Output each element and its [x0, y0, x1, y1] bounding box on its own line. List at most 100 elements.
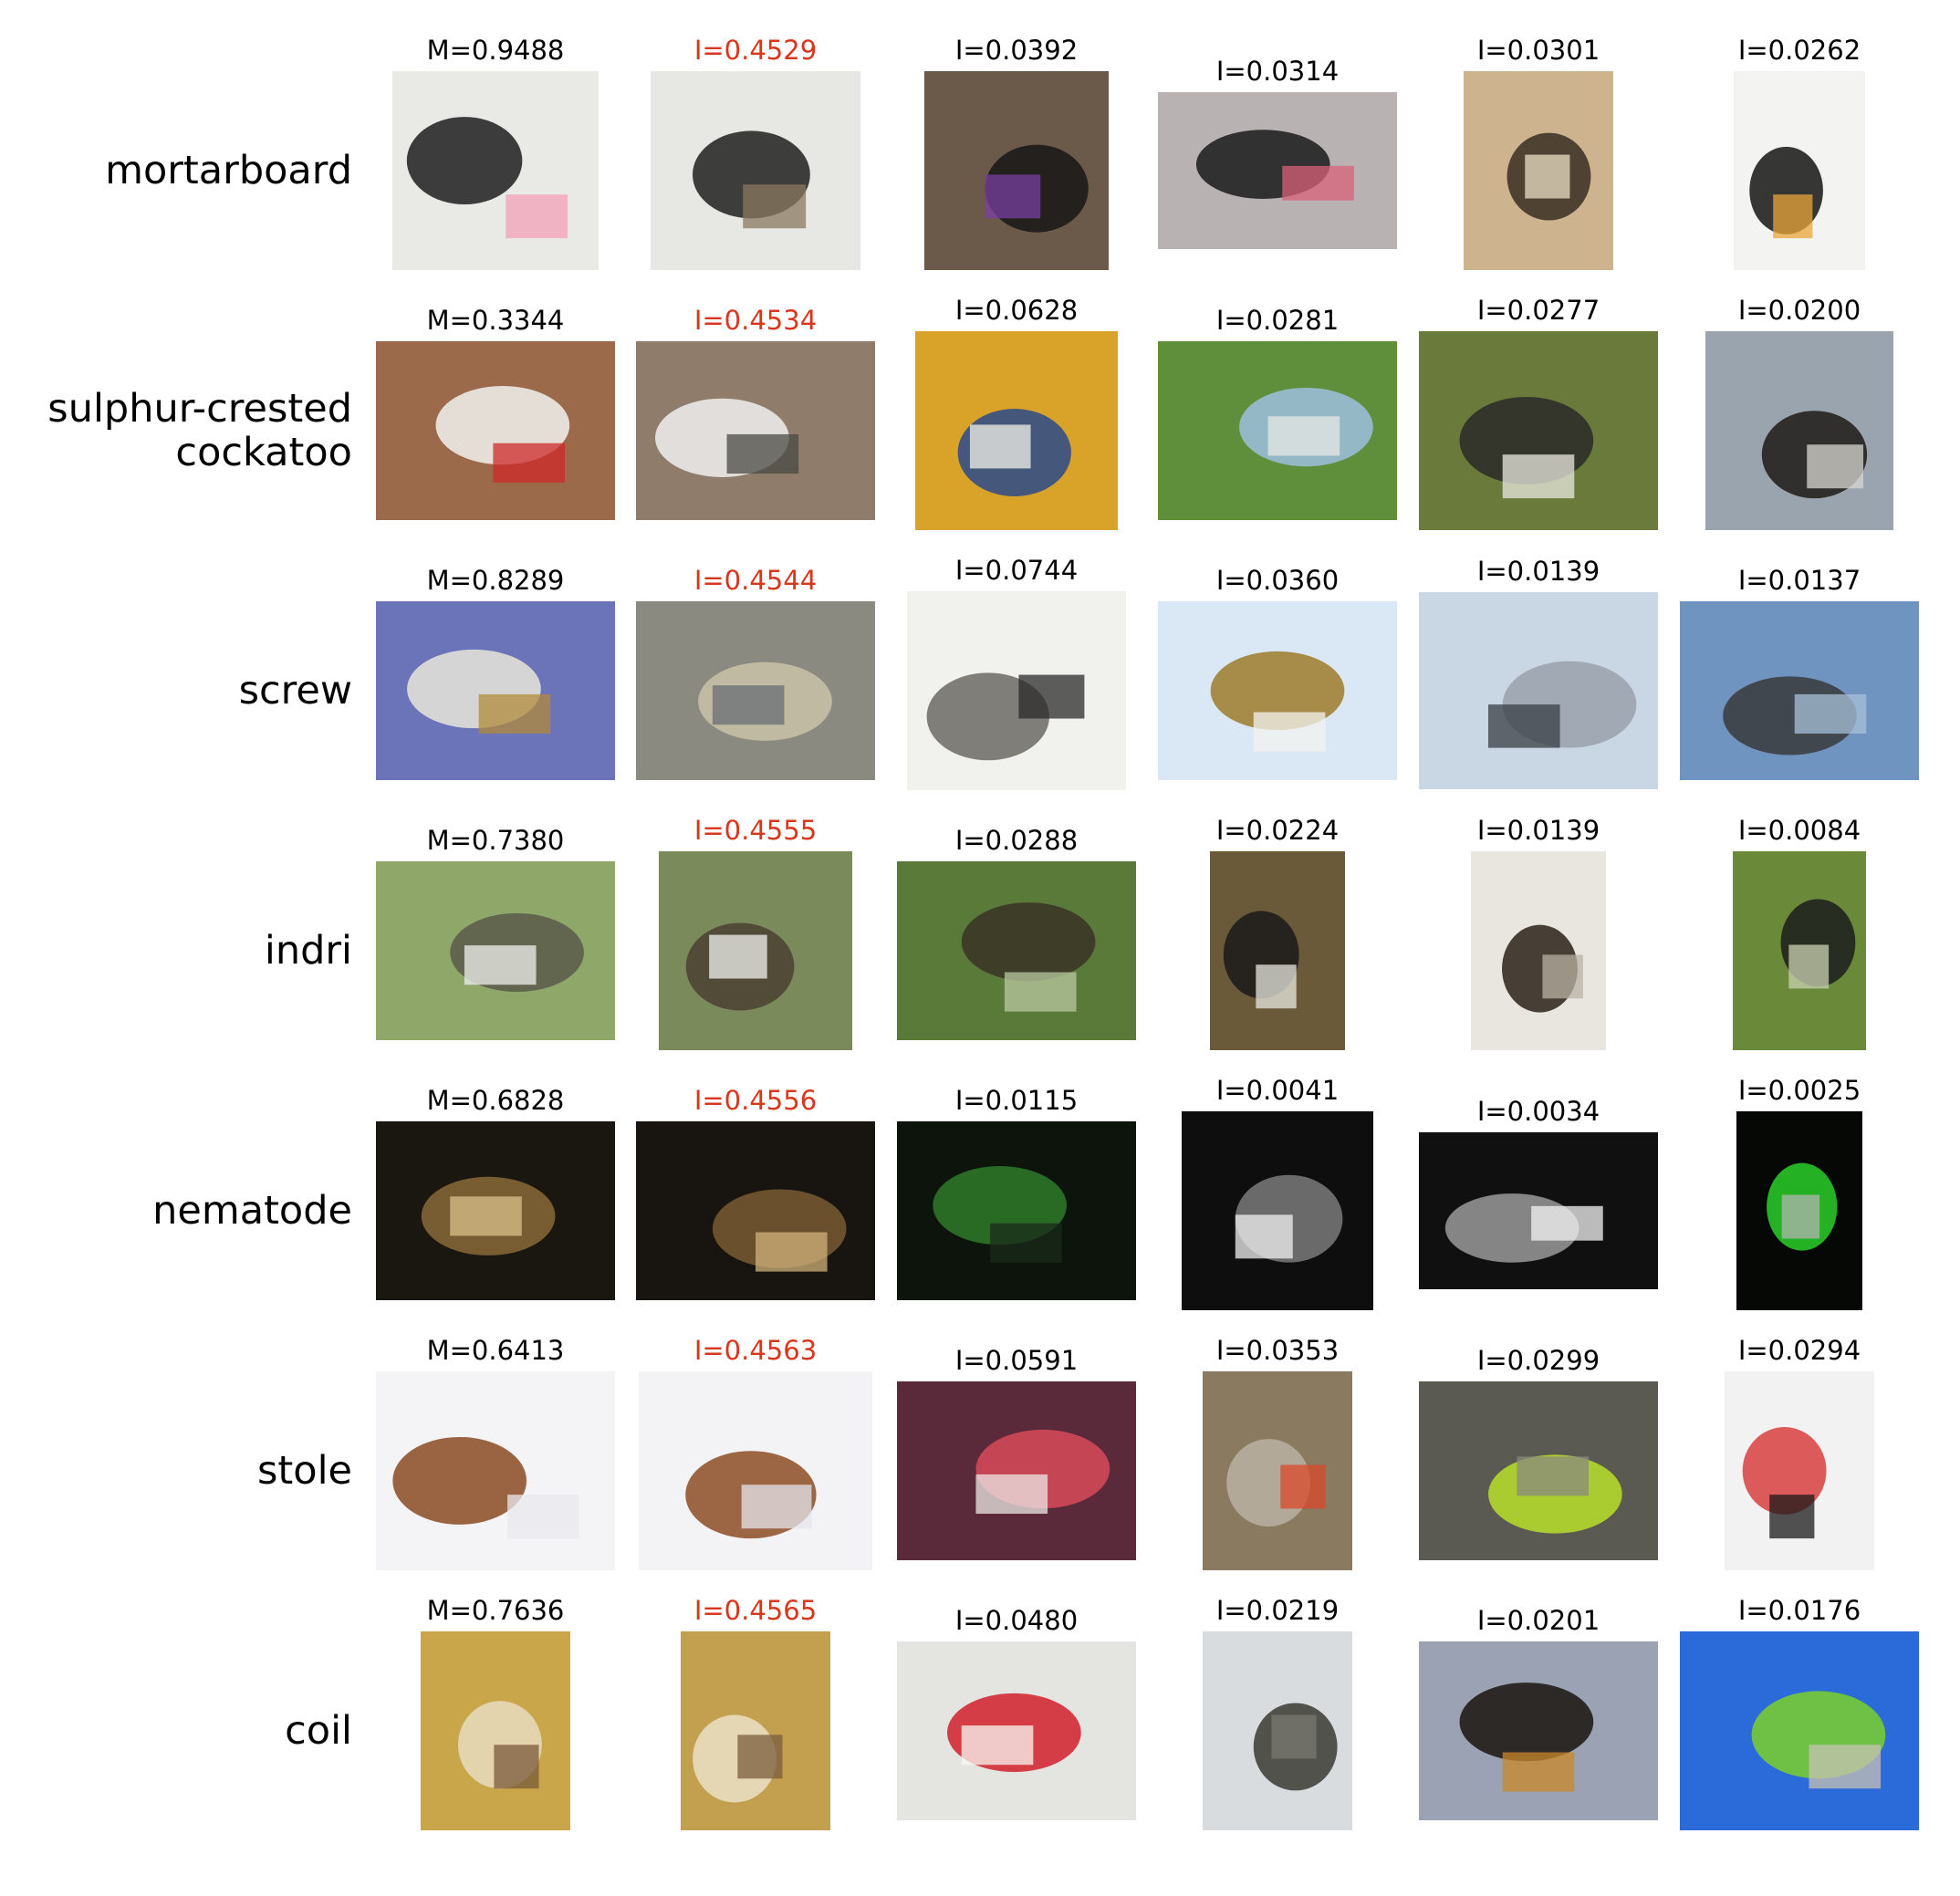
thumbnail-image [659, 851, 852, 1050]
score-label: I=0.0288 [954, 825, 1079, 856]
grid-cell: I=0.0041 [1150, 1062, 1405, 1322]
thumbnail-image [376, 1371, 615, 1570]
thumbnail-image [1419, 1641, 1658, 1820]
score-label: I=0.0139 [1476, 556, 1600, 587]
thumbnail-image [1734, 71, 1865, 270]
thumbnail-image [376, 601, 615, 780]
score-label: I=0.0139 [1476, 815, 1600, 846]
thumbnail-image [1733, 851, 1866, 1050]
thumbnail-image [897, 861, 1136, 1040]
thumbnail-image [1736, 1111, 1862, 1310]
grid-cell: I=0.0281 [1150, 282, 1405, 542]
grid-cell: I=0.0314 [1150, 22, 1405, 282]
grid-cell: I=0.0224 [1150, 802, 1405, 1062]
grid-cell: I=0.0115 [889, 1062, 1144, 1322]
score-label: I=0.0176 [1737, 1595, 1861, 1626]
thumbnail-image [376, 341, 615, 520]
thumbnail-image [1210, 851, 1345, 1050]
grid-cell: I=0.0139 [1411, 802, 1666, 1062]
score-label: I=0.0219 [1215, 1595, 1340, 1626]
grid-row: screw M=0.8289 I=0.4544 I=0.0744 I=0.0360 I=0… [0, 542, 1960, 802]
grid-cell: M=0.6413 [368, 1322, 623, 1582]
grid-row: sulphur-crested cockatoo M=0.3344 I=0.4534… [0, 282, 1960, 542]
grid-cell: M=0.9488 [368, 22, 623, 282]
grid-cell: I=0.0744 [889, 542, 1144, 802]
row-label: stole [257, 1448, 352, 1494]
grid-cell: I=0.4544 [628, 542, 883, 802]
score-label: M=0.9488 [426, 35, 565, 66]
grid-cell: I=0.4555 [628, 802, 883, 1062]
grid-row: mortarboard M=0.9488 I=0.4529 I=0.0392 I=0.0… [0, 22, 1960, 282]
grid-row: coil M=0.7636 I=0.4565 I=0.0480 I=0.0219 I=0.… [0, 1582, 1960, 1842]
thumbnail-image [636, 341, 875, 520]
thumbnail-image [1464, 71, 1613, 270]
score-label: I=0.4529 [693, 35, 818, 66]
thumbnail-image [1680, 1631, 1919, 1830]
thumbnail-image [651, 71, 860, 270]
grid-row: indri M=0.7380 I=0.4555 I=0.0288 I=0.0224 I=0… [0, 802, 1960, 1062]
thumbnail-image [1419, 1132, 1658, 1289]
grid-cell: I=0.0301 [1411, 22, 1666, 282]
grid-cell: I=0.0480 [889, 1582, 1144, 1842]
thumbnail-image [1182, 1111, 1373, 1310]
score-label: M=0.7636 [426, 1595, 565, 1626]
row-label: sulphur-crested cockatoo [47, 386, 352, 475]
grid-cell: I=0.0201 [1411, 1582, 1666, 1842]
score-label: I=0.0744 [954, 555, 1079, 586]
thumbnail-image [1203, 1631, 1352, 1830]
grid-cell: I=0.0392 [889, 22, 1144, 282]
thumbnail-image [1419, 331, 1658, 530]
grid-cell: I=0.0591 [889, 1322, 1144, 1582]
score-label: I=0.4555 [693, 815, 818, 846]
thumbnail-image [1471, 851, 1606, 1050]
score-label: I=0.0360 [1215, 565, 1340, 596]
grid-cell: M=0.3344 [368, 282, 623, 542]
score-label: I=0.0294 [1737, 1335, 1861, 1366]
thumbnail-image [636, 1121, 875, 1300]
row-label: screw [238, 668, 352, 714]
score-label: I=0.0041 [1215, 1075, 1340, 1106]
thumbnail-image [897, 1381, 1136, 1560]
score-label: M=0.8289 [426, 565, 565, 596]
thumbnail-image [1158, 601, 1397, 780]
grid-cell: I=0.4563 [628, 1322, 883, 1582]
score-label: I=0.0314 [1215, 56, 1340, 87]
score-label: I=0.0200 [1737, 295, 1861, 326]
grid-cell: I=0.0025 [1672, 1062, 1927, 1322]
thumbnail-image [681, 1631, 830, 1830]
grid-row: stole M=0.6413 I=0.4563 I=0.0591 I=0.0353 I=0… [0, 1322, 1960, 1582]
score-label: M=0.6828 [426, 1085, 565, 1116]
grid-cell: I=0.0353 [1150, 1322, 1405, 1582]
grid-cell: I=0.0200 [1672, 282, 1927, 542]
score-label: I=0.0591 [954, 1345, 1079, 1376]
score-label: M=0.7380 [426, 825, 565, 856]
score-label: I=0.0224 [1215, 815, 1340, 846]
score-label: I=0.0201 [1476, 1605, 1600, 1636]
score-label: M=0.6413 [426, 1335, 565, 1366]
thumbnail-image [897, 1121, 1136, 1300]
thumbnail-image [1705, 331, 1893, 530]
score-label: I=0.4544 [693, 565, 818, 596]
grid-cell: I=0.0262 [1672, 22, 1927, 282]
score-label: I=0.0262 [1737, 35, 1861, 66]
score-label: I=0.0353 [1215, 1335, 1340, 1366]
score-label: I=0.0115 [954, 1085, 1079, 1116]
grid-cell: I=0.0084 [1672, 802, 1927, 1062]
score-label: I=0.0480 [954, 1605, 1079, 1636]
thumbnail-image [924, 71, 1109, 270]
grid-cell: I=0.4556 [628, 1062, 883, 1322]
score-label: I=0.0392 [954, 35, 1079, 66]
grid-cell: I=0.0288 [889, 802, 1144, 1062]
thumbnail-image [1419, 1381, 1658, 1560]
grid-cell: I=0.0219 [1150, 1582, 1405, 1842]
thumbnail-image [1419, 592, 1658, 789]
thumbnail-image [376, 861, 615, 1040]
grid-cell: I=0.4529 [628, 22, 883, 282]
score-label: I=0.0281 [1215, 305, 1340, 336]
grid-row: nematode M=0.6828 I=0.4556 I=0.0115 I=0.0041… [0, 1062, 1960, 1322]
score-label: I=0.0034 [1476, 1096, 1600, 1127]
thumbnail-image [639, 1371, 872, 1570]
thumbnail-image [907, 591, 1126, 790]
row-label: coil [285, 1708, 352, 1754]
grid-cell: I=0.0299 [1411, 1322, 1666, 1582]
